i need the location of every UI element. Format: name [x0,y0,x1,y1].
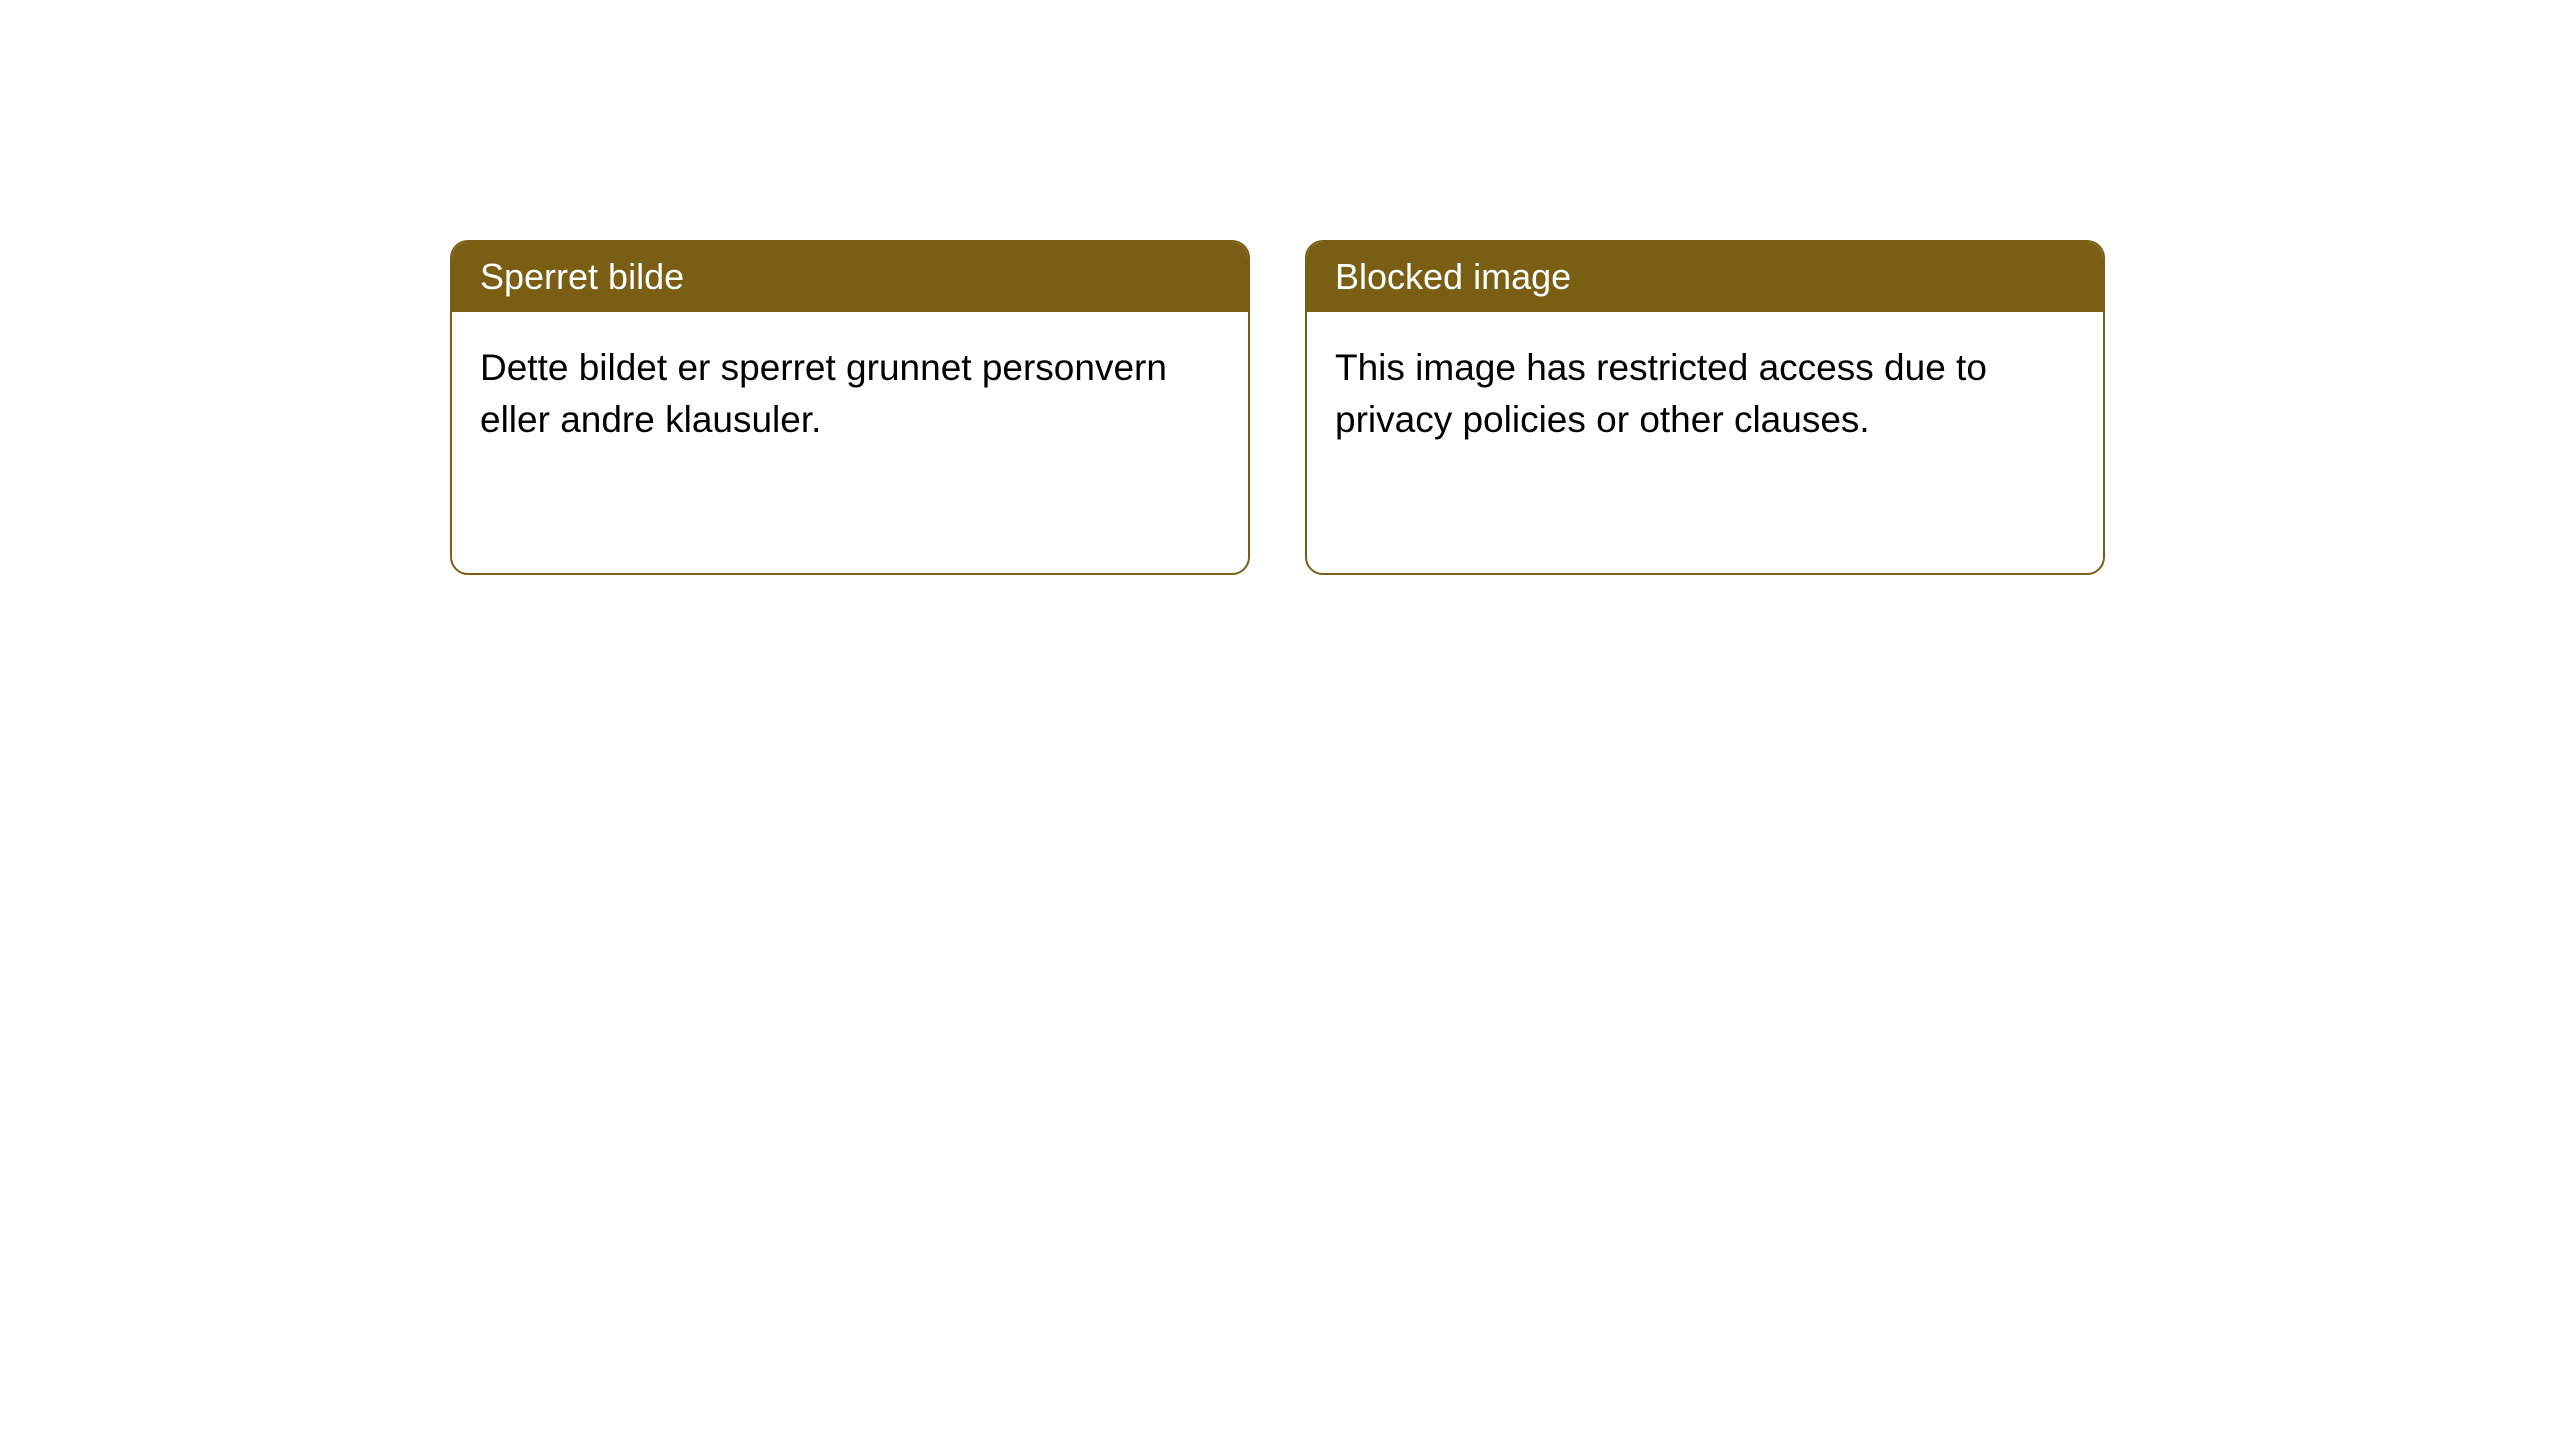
card-title: Sperret bilde [480,256,684,297]
card-body-text: This image has restricted access due to … [1335,347,1987,440]
card-title: Blocked image [1335,256,1571,297]
card-body: This image has restricted access due to … [1307,312,2103,476]
card-body-text: Dette bildet er sperret grunnet personve… [480,347,1167,440]
notice-card-english: Blocked image This image has restricted … [1305,240,2105,575]
notice-card-norwegian: Sperret bilde Dette bildet er sperret gr… [450,240,1250,575]
blocked-image-notices: Sperret bilde Dette bildet er sperret gr… [450,240,2105,575]
card-body: Dette bildet er sperret grunnet personve… [452,312,1248,476]
card-header: Sperret bilde [452,242,1248,312]
card-header: Blocked image [1307,242,2103,312]
